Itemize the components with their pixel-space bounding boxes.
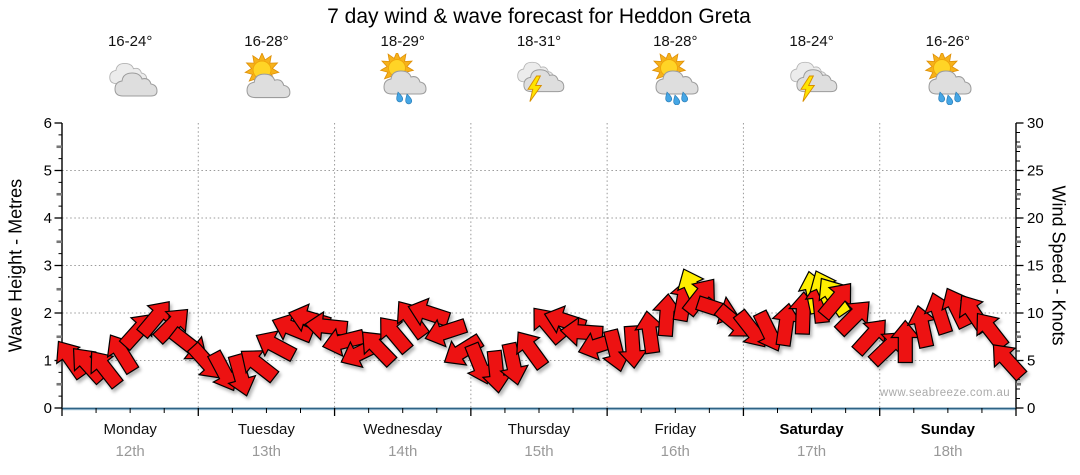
svg-text:2: 2 xyxy=(44,305,52,322)
day-name: Thursday xyxy=(507,421,571,438)
svg-text:4: 4 xyxy=(44,210,52,227)
svg-text:20: 20 xyxy=(1027,210,1044,227)
cloud-icon xyxy=(114,72,158,97)
temp-range: 18-31° xyxy=(516,33,562,50)
raindrop-icon xyxy=(954,91,961,103)
svg-text:0: 0 xyxy=(1027,400,1035,417)
raindrop-icon xyxy=(405,93,412,105)
raindrop-icon xyxy=(396,91,403,103)
sun-showers-weather-icon xyxy=(651,53,699,105)
day-name: Saturday xyxy=(779,421,844,438)
wind-arrow xyxy=(443,333,485,366)
wind-arrow xyxy=(90,350,124,390)
wind-arrow xyxy=(152,308,189,346)
temp-range: 18-29° xyxy=(380,33,425,50)
temp-range: 16-24° xyxy=(107,33,153,50)
day-date: 15th xyxy=(524,443,554,460)
svg-text:10: 10 xyxy=(1027,305,1044,322)
day-date: 17th xyxy=(796,443,827,460)
partly-cloudy-weather-icon xyxy=(244,53,291,99)
day-name: Friday xyxy=(654,421,697,438)
day-date: 18th xyxy=(933,443,963,460)
day-header-tuesday: 16-28° xyxy=(198,33,334,121)
storm-weather-icon xyxy=(789,61,837,102)
day-name: Sunday xyxy=(920,421,975,438)
temp-range: 18-24° xyxy=(789,33,834,50)
day-date: 14th xyxy=(388,443,418,460)
x-label-wednesday: Wednesday 14th xyxy=(335,419,471,473)
raindrop-icon xyxy=(681,91,689,103)
svg-text:3: 3 xyxy=(44,258,52,275)
wind-arrow xyxy=(227,352,257,397)
wind-arrow xyxy=(407,297,452,327)
svg-text:1: 1 xyxy=(44,353,52,370)
wind-arrow-series xyxy=(56,268,1028,397)
svg-text:15: 15 xyxy=(1027,258,1044,275)
day-header-saturday: 18-24° xyxy=(744,33,880,121)
day-header-wednesday: 18-29° xyxy=(335,33,471,121)
svg-text:25: 25 xyxy=(1027,163,1044,180)
day-name: Tuesday xyxy=(237,421,295,438)
svg-text:0: 0 xyxy=(44,400,52,417)
svg-text:6: 6 xyxy=(44,115,52,132)
cloud-icon xyxy=(246,73,291,99)
temp-range: 16-26° xyxy=(925,33,971,50)
lightning-icon xyxy=(799,75,815,102)
x-label-friday: Friday 16th xyxy=(607,419,743,473)
raindrop-icon xyxy=(665,91,673,103)
storm-weather-icon xyxy=(517,61,565,102)
temp-range: 16-28° xyxy=(244,33,289,50)
day-header-sunday: 16-26° xyxy=(880,33,1016,121)
wind-arrow xyxy=(56,340,90,381)
raindrop-icon xyxy=(938,91,945,103)
day-date: 13th xyxy=(251,443,282,460)
day-header-monday: 16-24° xyxy=(62,33,198,121)
x-label-thursday: Thursday 15th xyxy=(471,419,607,473)
sun-showers-weather-icon xyxy=(379,53,427,105)
svg-text:5: 5 xyxy=(44,163,52,180)
wind-arrow xyxy=(255,330,298,363)
x-label-tuesday: Tuesday 13th xyxy=(198,419,334,473)
watermark: www.seabreeze.com.au xyxy=(879,387,1010,399)
cloud-icon xyxy=(928,70,972,95)
day-header-friday: 18-28° xyxy=(607,33,743,121)
svg-text:5: 5 xyxy=(1027,353,1035,370)
day-name: Wednesday xyxy=(363,421,443,438)
wind-arrow xyxy=(516,331,550,372)
x-label-sunday: Sunday 18th xyxy=(880,419,1016,473)
wind-arrow xyxy=(992,344,1028,382)
cloud-icon xyxy=(655,70,699,95)
day-name: Monday xyxy=(103,421,157,438)
wind-arrow xyxy=(380,317,414,356)
cloud-icon xyxy=(383,70,427,95)
svg-text:30: 30 xyxy=(1027,115,1044,132)
temp-range: 18-28° xyxy=(653,33,698,50)
raindrop-icon xyxy=(673,94,681,105)
x-label-monday: Monday 12th xyxy=(62,419,198,473)
sun-showers-weather-icon xyxy=(924,53,972,105)
wind-arrow xyxy=(499,341,530,386)
cloudy-weather-icon xyxy=(109,62,158,97)
day-date: 16th xyxy=(660,443,690,460)
day-date: 12th xyxy=(115,443,145,460)
day-header-thursday: 18-31° xyxy=(471,33,607,121)
raindrop-icon xyxy=(946,94,953,105)
wind-arrow xyxy=(424,318,469,348)
x-label-saturday: Saturday 17th xyxy=(744,419,880,473)
page-title: 7 day wind & wave forecast for Heddon Gr… xyxy=(327,5,751,28)
lightning-icon xyxy=(527,75,543,102)
